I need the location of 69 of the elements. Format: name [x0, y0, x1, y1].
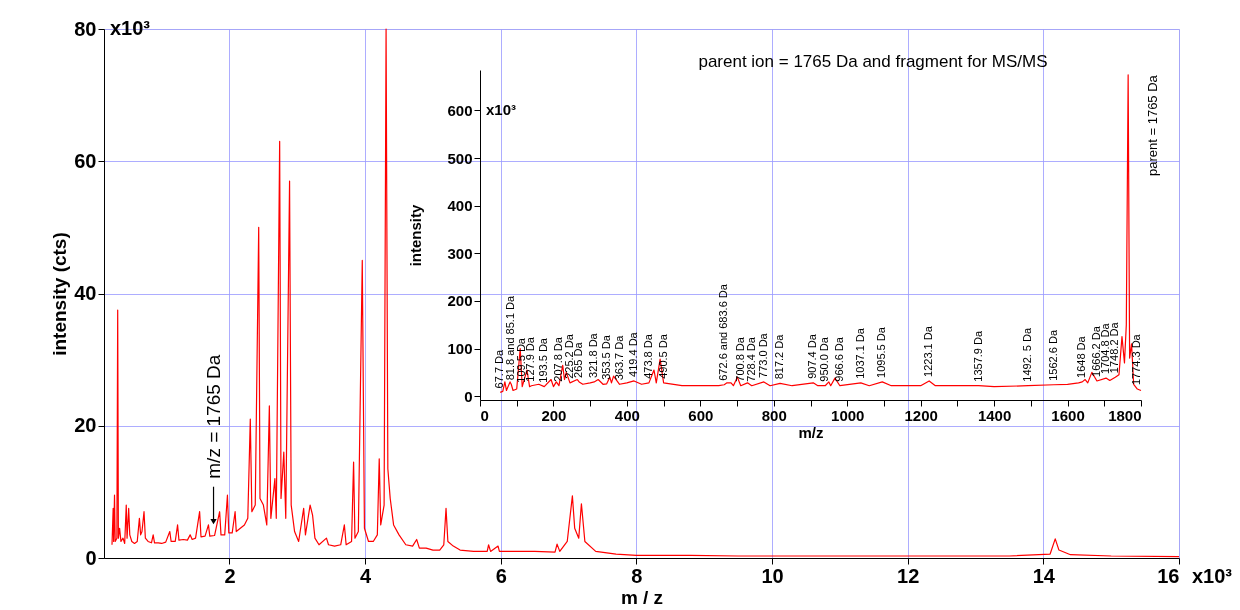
- y-axis-title: intensity (cts): [49, 232, 71, 356]
- annotation: 353.5 Da: [599, 334, 612, 380]
- annotation: 473.8 Da: [641, 333, 654, 379]
- annotation: 321.8 Da: [587, 332, 600, 378]
- annotation: 1223.1 Da: [922, 325, 935, 377]
- annotation: 950.0 Da: [818, 336, 831, 382]
- x-tick-label: 14: [1032, 564, 1056, 587]
- annotation: 966.6 Da: [832, 336, 845, 382]
- x-tick-label: 10: [761, 564, 784, 587]
- annotation: 419.4 Da: [627, 331, 640, 377]
- x-axis-title: m/z: [798, 423, 824, 441]
- chart-title: parent ion = 1765 Da and fragment for MS/MS: [698, 52, 1048, 71]
- annotation: 773.0 Da: [756, 332, 769, 378]
- annotation: x10³: [486, 101, 517, 119]
- annotation: 193.5 Da: [537, 337, 550, 383]
- annotation: 207.8 Da: [551, 336, 564, 382]
- annotation: 700.8 Da: [733, 336, 746, 382]
- annotation: 1037.1 Da: [853, 327, 866, 379]
- x-tick-label: 6: [495, 564, 507, 587]
- x-tick-label: 8: [631, 564, 643, 587]
- x-tick-label: 16: [1157, 564, 1180, 587]
- annotation: 672.6 and 683.6 Da: [717, 283, 730, 381]
- x-tick-label: 1600: [1051, 406, 1085, 424]
- annotation: 225.2 Da: [562, 333, 575, 379]
- y-tick-label: 0: [464, 387, 473, 405]
- x-tick-label: 1800: [1108, 406, 1142, 424]
- x-tick-label: 1000: [831, 406, 865, 424]
- x-tick-label: 600: [688, 406, 714, 424]
- y-tick-label: 20: [74, 414, 97, 437]
- annotation: 907.4 Da: [806, 333, 819, 379]
- annotation: 728.4 Da: [744, 336, 757, 382]
- x-tick-label: 4: [360, 564, 373, 587]
- annotation: 1095.5 Da: [875, 326, 888, 378]
- x-tick-label: 800: [761, 406, 787, 424]
- y-tick-label: 60: [74, 149, 97, 172]
- annotation: 817.2 Da: [773, 333, 786, 380]
- annotation: 1666.2 Da: [1089, 325, 1102, 377]
- x-tick-label: 200: [541, 406, 567, 424]
- y-tick-label: 100: [447, 340, 473, 358]
- x-tick-label: 1400: [977, 406, 1012, 424]
- annotation: 67.7 Da: [493, 348, 506, 389]
- y-tick-label: 200: [447, 292, 473, 310]
- annotation: 265 Da: [572, 341, 585, 378]
- x-tick-label: 2: [224, 564, 236, 587]
- y-tick-label: 300: [447, 244, 473, 262]
- annotation: 1357.9 Da: [971, 330, 984, 382]
- annotation: 363.7 Da: [612, 334, 625, 381]
- y-axis-title: intensity: [406, 204, 424, 267]
- x-tick-label: 0: [480, 406, 489, 424]
- y-tick-label: 80: [74, 17, 97, 40]
- y-tick-label: 40: [74, 282, 97, 304]
- text: x10³: [1192, 565, 1233, 587]
- annotation: m/z = 1765 Da: [202, 354, 224, 479]
- annotation: 1648 Da: [1075, 335, 1088, 378]
- x-axis-title: m / z: [620, 586, 664, 608]
- annotation: 81.8 and 85.1 Da: [504, 295, 517, 381]
- x-tick-label: 400: [614, 406, 640, 424]
- annotation: 490.5 Da: [656, 333, 669, 379]
- y-tick-label: 600: [447, 101, 473, 119]
- annotation: 1562.6 Da: [1046, 329, 1059, 381]
- x-tick-label: 12: [897, 564, 920, 587]
- annotation: x10³: [110, 17, 151, 39]
- annotation: parent = 1765 Da: [1145, 74, 1160, 176]
- y-tick-label: 400: [447, 197, 473, 215]
- y-tick-label: 0: [85, 546, 97, 569]
- x-tick-label: 1200: [904, 406, 938, 424]
- annotation: 1492. 5 Da: [1021, 327, 1034, 382]
- y-tick-label: 500: [447, 149, 473, 167]
- annotation: 1774.3 Da: [1130, 333, 1143, 386]
